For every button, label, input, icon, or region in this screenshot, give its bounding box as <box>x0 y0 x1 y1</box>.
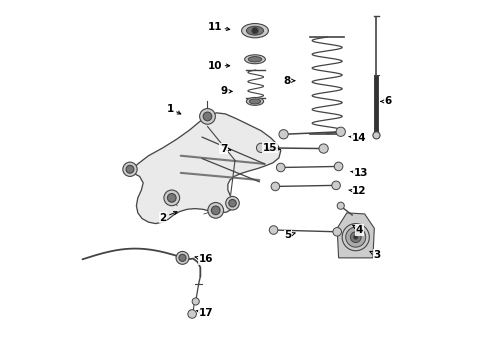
Text: 1: 1 <box>167 104 181 114</box>
Ellipse shape <box>249 99 261 104</box>
Circle shape <box>332 181 341 190</box>
Circle shape <box>342 224 369 251</box>
Circle shape <box>334 162 343 171</box>
Circle shape <box>346 227 366 247</box>
Polygon shape <box>129 113 281 224</box>
Circle shape <box>229 199 236 207</box>
Circle shape <box>192 298 199 305</box>
Circle shape <box>276 163 285 172</box>
Ellipse shape <box>248 57 262 62</box>
Text: 9: 9 <box>220 86 232 96</box>
Circle shape <box>256 143 266 153</box>
Circle shape <box>271 182 280 191</box>
Circle shape <box>211 206 220 215</box>
Circle shape <box>319 144 328 153</box>
Circle shape <box>252 27 258 34</box>
Ellipse shape <box>246 98 264 105</box>
Text: 5: 5 <box>284 230 295 240</box>
Text: 16: 16 <box>195 254 213 264</box>
Circle shape <box>336 127 345 136</box>
Text: 3: 3 <box>370 250 381 260</box>
Circle shape <box>270 226 278 234</box>
Text: 11: 11 <box>207 22 230 32</box>
Text: 14: 14 <box>349 133 367 143</box>
Polygon shape <box>337 213 374 258</box>
Text: 4: 4 <box>353 225 363 235</box>
Circle shape <box>350 232 361 243</box>
Text: 2: 2 <box>159 211 177 222</box>
Circle shape <box>279 130 288 139</box>
Circle shape <box>123 162 137 176</box>
Circle shape <box>179 254 186 261</box>
Circle shape <box>203 112 212 121</box>
Text: 6: 6 <box>381 96 392 107</box>
Circle shape <box>226 197 239 210</box>
Text: 7: 7 <box>220 144 231 154</box>
Text: 8: 8 <box>284 76 295 86</box>
Circle shape <box>188 310 196 318</box>
Circle shape <box>126 165 134 173</box>
Circle shape <box>354 235 358 239</box>
Circle shape <box>333 228 342 236</box>
Circle shape <box>208 203 223 218</box>
Text: 12: 12 <box>349 186 367 197</box>
Circle shape <box>199 109 215 124</box>
Text: 17: 17 <box>197 308 213 318</box>
Circle shape <box>168 194 176 202</box>
Text: 10: 10 <box>207 61 230 71</box>
Ellipse shape <box>242 23 269 38</box>
Circle shape <box>176 251 189 264</box>
Ellipse shape <box>246 26 264 35</box>
Text: 13: 13 <box>350 168 368 178</box>
Circle shape <box>337 202 344 209</box>
Circle shape <box>373 132 380 139</box>
Text: 15: 15 <box>263 143 281 153</box>
Ellipse shape <box>245 55 266 64</box>
Circle shape <box>164 190 180 206</box>
